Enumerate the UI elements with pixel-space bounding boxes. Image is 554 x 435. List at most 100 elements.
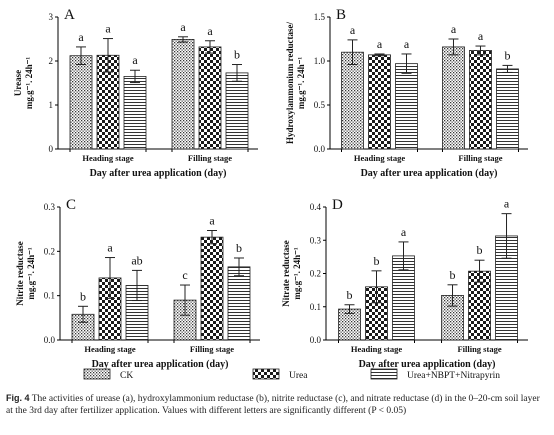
x-category-label: Filling stage <box>188 153 232 163</box>
y-axis-title: Urease <box>13 70 23 96</box>
y-axis-unit: mg.g⁻¹. 24h⁻¹ <box>292 247 302 299</box>
y-tick-label: 0.2 <box>44 246 55 256</box>
bar-urea <box>200 236 224 341</box>
significance-letter: a <box>504 197 510 211</box>
panel-letter: D <box>332 197 343 213</box>
x-category-label: Heading stage <box>82 153 133 163</box>
y-tick-label: 0.2 <box>310 269 321 279</box>
x-axis-title: Day after urea application (day) <box>359 359 496 370</box>
y-tick-label: 0.4 <box>310 202 322 212</box>
legend-item-nbpt: Urea+NBPT+Nitrapyrin <box>370 368 500 381</box>
y-axis-title: Nitrate reductase <box>281 240 291 307</box>
significance-letter: a <box>78 30 84 44</box>
bar-nbpt <box>227 266 251 341</box>
panel-b: 0.0 0.5 1.0 1.5 B Hydroxylammonium reductase/… <box>285 7 528 179</box>
y-axis-title: Hydroxylammonium reductase/ <box>285 22 295 144</box>
y-tick-label: 0.0 <box>314 144 326 154</box>
y-axis-label: Urease mg.g⁻¹. 24h⁻¹ <box>13 57 34 109</box>
x-category-label: Heading stage <box>351 344 402 354</box>
x-axis-title: Day after urea application (day) <box>361 168 498 179</box>
panel-letter: A <box>64 7 75 23</box>
significance-letter: b <box>234 48 240 62</box>
bar-urea <box>198 46 222 150</box>
legend-item-ck: CK <box>83 368 133 381</box>
figure-caption: Fig. 4 The activities of urease (a), hyd… <box>6 392 546 417</box>
significance-letter: b <box>347 288 353 302</box>
legend-label: Urea+NBPT+Nitrapyrin <box>407 371 500 381</box>
significance-letter: b <box>450 268 456 282</box>
significance-letter: a <box>207 24 213 38</box>
legend-swatch <box>83 368 111 380</box>
significance-letter: a <box>209 213 215 227</box>
significance-letter: a <box>105 22 111 36</box>
y-tick-label: 1 <box>49 100 54 110</box>
panel-letter: C <box>66 197 76 213</box>
y-tick-label: 0.0 <box>310 335 322 345</box>
significance-letter: b <box>504 48 510 62</box>
y-tick-label: 0.3 <box>44 202 56 212</box>
y-tick-label: 0.1 <box>310 302 321 312</box>
y-axis-unit: mg.g⁻¹. 24h⁻¹ <box>296 57 306 109</box>
y-axis-label: Nitrite reductase mg.g⁻¹. 24h⁻¹ <box>15 241 36 306</box>
significance-letter: ab <box>131 253 142 267</box>
x-category-label: Filling stage <box>457 344 501 354</box>
bar-ck <box>442 46 465 150</box>
bar-ck <box>69 55 93 150</box>
significance-letter: a <box>377 37 383 51</box>
significance-letter: a <box>404 37 410 51</box>
significance-letter: a <box>350 23 356 37</box>
bar-nbpt <box>395 63 418 150</box>
significance-letter: a <box>132 53 138 67</box>
significance-letter: c <box>182 268 187 282</box>
bar-nbpt <box>496 68 519 150</box>
y-tick-label: 1.5 <box>314 12 326 22</box>
x-category-label: Heading stage <box>84 344 135 354</box>
y-tick-label: 3 <box>49 12 54 22</box>
legend-label: CK <box>120 371 133 381</box>
caption-lead: Fig. 4 <box>6 393 30 403</box>
x-category-label: Heading stage <box>354 153 405 163</box>
y-tick-label: 0.3 <box>310 235 322 245</box>
y-tick-label: 2 <box>49 56 54 66</box>
caption-text: The activities of urease (a), hydroxylam… <box>6 394 540 416</box>
panel-c: 0.0 0.1 0.2 0.3 C Nitrite reductase mg.g⁻¹. 24… <box>15 197 260 370</box>
significance-letter: b <box>236 241 242 255</box>
y-tick-label: 0 <box>49 144 54 154</box>
bar-ck <box>341 51 364 150</box>
x-axis-title: Day after urea application (day) <box>92 359 229 370</box>
legend-swatch <box>370 368 398 380</box>
significance-letter: a <box>180 20 186 34</box>
significance-letter: b <box>374 254 380 268</box>
significance-letter: a <box>401 225 407 239</box>
significance-letter: b <box>477 243 483 257</box>
bar-ck <box>171 39 195 150</box>
bar-urea <box>368 54 391 150</box>
bar-nbpt <box>225 72 249 150</box>
y-tick-label: 0.5 <box>314 100 326 110</box>
panel-letter: B <box>336 7 346 23</box>
legend-item-urea: Urea <box>252 368 308 381</box>
significance-letter: a <box>451 22 457 36</box>
y-axis-label: Hydroxylammonium reductase/mg.g⁻¹. 24h⁻¹ <box>285 22 306 144</box>
x-axis-title: Day after urea application (day) <box>90 168 227 179</box>
y-axis-unit: mg.g⁻¹. 24h⁻¹ <box>26 247 36 299</box>
x-category-label: Filling stage <box>458 153 502 163</box>
y-tick-label: 1.0 <box>314 56 326 66</box>
x-category-label: Filling stage <box>190 344 234 354</box>
legend-label: Urea <box>289 371 308 381</box>
y-axis-title: Nitrite reductase <box>15 241 25 306</box>
y-axis-label: Nitrate reductase mg.g⁻¹. 24h⁻¹ <box>281 240 302 307</box>
significance-letter: b <box>80 289 86 303</box>
y-tick-label: 0.1 <box>44 291 55 301</box>
panel-d: 0.0 0.1 0.2 0.3 0.4 D Nitrate reductase mg.g⁻¹.… <box>281 197 528 370</box>
bar-urea <box>469 50 492 150</box>
legend-swatch <box>252 368 280 380</box>
significance-letter: a <box>107 241 113 255</box>
y-tick-label: 0.0 <box>44 335 56 345</box>
panel-a: 0 1 2 3 A Urease mg.g⁻¹. 24h⁻¹ Heading stage Fil… <box>13 7 258 179</box>
y-axis-unit: mg.g⁻¹. 24h⁻¹ <box>24 57 34 109</box>
significance-letter: a <box>478 29 484 43</box>
bar-nbpt <box>123 76 147 150</box>
legend: CK Urea Urea+NBPT+Nitrapyrin <box>83 368 500 381</box>
